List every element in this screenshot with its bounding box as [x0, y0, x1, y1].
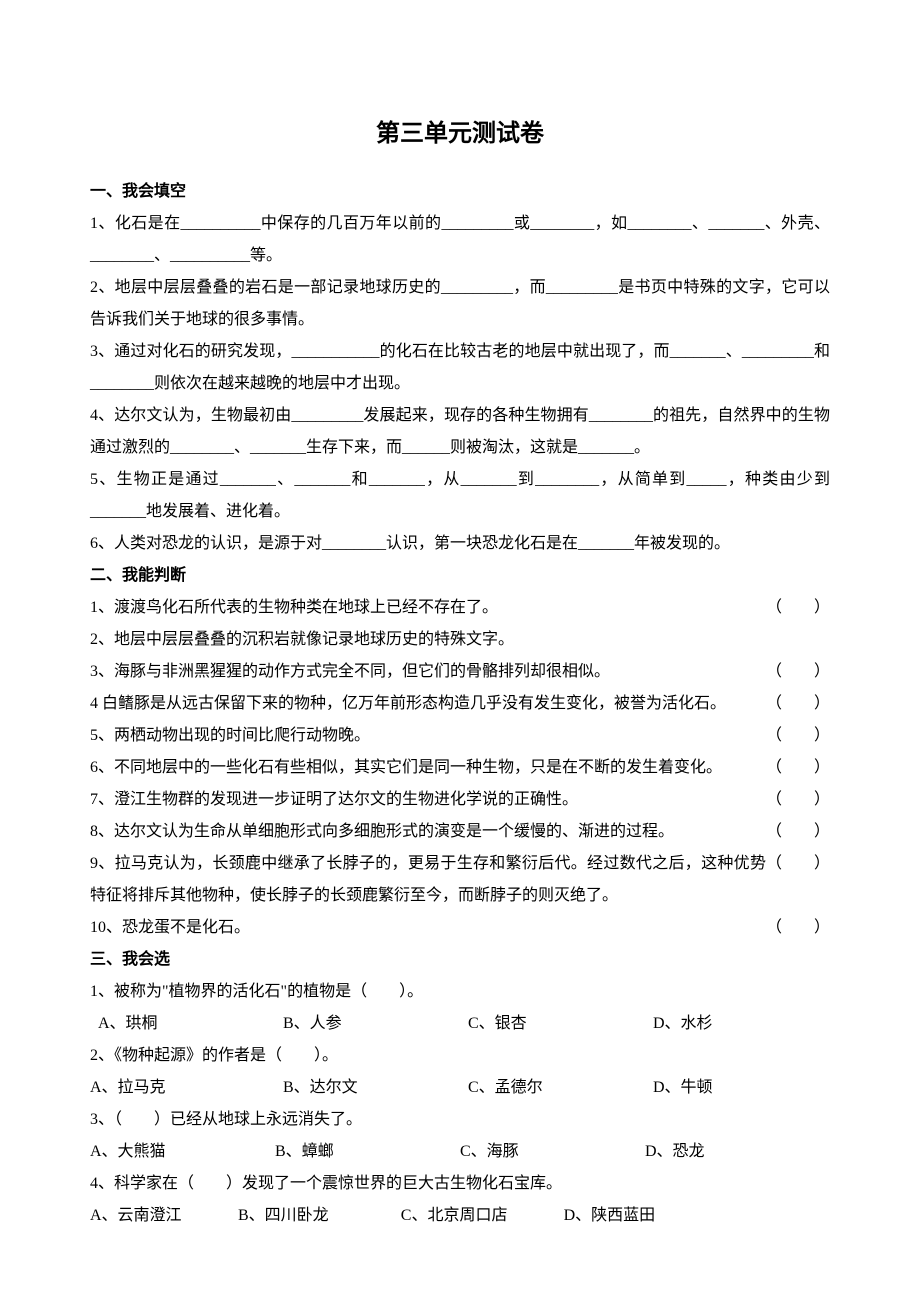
judge-paren: （ ）	[766, 720, 830, 752]
fill-q4: 4、达尔文认为，生物最初由_________发展起来，现存的各种生物拥有____…	[90, 400, 830, 464]
choice-q1-d: D、水杉	[645, 1008, 830, 1040]
judge-q4-text: 4 白鳍豚是从远古保留下来的物种，亿万年前形态构造几乎没有发生变化，被誉为活化石…	[90, 695, 726, 712]
judge-paren: （ ）	[766, 784, 830, 816]
judge-q9: （ ）9、拉马克认为，长颈鹿中继承了长脖子的，更易于生存和繁衍后代。经过数代之后…	[90, 848, 830, 912]
choice-q4-c: C、北京周口店	[401, 1200, 564, 1232]
judge-q5: （ ） 5、两栖动物出现的时间比爬行动物晚。	[90, 720, 830, 752]
choice-q2-stem: 2、《物种起源》的作者是（ ）。	[90, 1040, 830, 1072]
judge-q5-text: 5、两栖动物出现的时间比爬行动物晚。	[90, 727, 370, 744]
judge-paren: （ ）	[766, 656, 830, 688]
judge-q2-text: 2、地层中层层叠叠的沉积岩就像记录地球历史的特殊文字。	[90, 631, 514, 648]
judge-paren: （ ）	[766, 912, 830, 944]
choice-q4-options: A、云南澄江 B、四川卧龙 C、北京周口店 D、陕西蓝田	[90, 1200, 830, 1232]
choice-q4-d: D、陕西蓝田	[564, 1200, 830, 1232]
judge-q9-text: 9、拉马克认为，长颈鹿中继承了长脖子的，更易于生存和繁衍后代。经过数代之后，这种…	[90, 855, 766, 904]
choice-q4-b: B、四川卧龙	[238, 1200, 401, 1232]
choice-q3-a: A、大熊猫	[90, 1136, 275, 1168]
fill-q6: 6、人类对恐龙的认识，是源于对________认识，第一块恐龙化石是在_____…	[90, 528, 830, 560]
choice-q1-a: A、珙桐	[90, 1008, 275, 1040]
choice-q2-b: B、达尔文	[275, 1072, 460, 1104]
judge-q7: （ ） 7、澄江生物群的发现进一步证明了达尔文的生物进化学说的正确性。	[90, 784, 830, 816]
judge-q10-text: 10、恐龙蛋不是化石。	[90, 919, 250, 936]
choice-q1-b: B、人参	[275, 1008, 460, 1040]
choice-q3-stem: 3、（ ）已经从地球上永远消失了。	[90, 1104, 830, 1136]
choice-q1-c: C、银杏	[460, 1008, 645, 1040]
section-1-heading: 一、我会填空	[90, 176, 830, 208]
choice-q2-d: D、牛顿	[645, 1072, 830, 1104]
choice-q1-stem: 1、被称为"植物界的活化石"的植物是（ ）。	[90, 976, 830, 1008]
fill-q3: 3、通过对化石的研究发现，___________的化石在比较古老的地层中就出现了…	[90, 336, 830, 400]
judge-q8-text: 8、达尔文认为生命从单细胞形式向多细胞形式的演变是一个缓慢的、渐进的过程。	[90, 823, 674, 840]
fill-q2: 2、地层中层层叠叠的岩石是一部记录地球历史的_________，而_______…	[90, 272, 830, 336]
choice-q1-options: A、珙桐 B、人参 C、银杏 D、水杉	[90, 1008, 830, 1040]
judge-paren: （ ）	[766, 592, 830, 624]
choice-q3-c: C、海豚	[460, 1136, 645, 1168]
judge-q10: （ ） 10、恐龙蛋不是化石。	[90, 912, 830, 944]
judge-q3: （ ） 3、海豚与非洲黑猩猩的动作方式完全不同，但它们的骨骼排列却很相似。	[90, 656, 830, 688]
judge-paren: （ ）	[766, 752, 830, 784]
judge-q7-text: 7、澄江生物群的发现进一步证明了达尔文的生物进化学说的正确性。	[90, 791, 578, 808]
section-2-heading: 二、我能判断	[90, 560, 830, 592]
judge-q1-text: 1、渡渡鸟化石所代表的生物种类在地球上已经不存在了。	[90, 599, 498, 616]
judge-q3-text: 3、海豚与非洲黑猩猩的动作方式完全不同，但它们的骨骼排列却很相似。	[90, 663, 610, 680]
judge-q6: （ ） 6、不同地层中的一些化石有些相似，其实它们是同一种生物，只是在不断的发生着…	[90, 752, 830, 784]
judge-paren: （ ）	[766, 688, 830, 720]
judge-paren: （ ）	[766, 816, 830, 848]
choice-q2-a: A、拉马克	[90, 1072, 275, 1104]
judge-q2: 2、地层中层层叠叠的沉积岩就像记录地球历史的特殊文字。	[90, 624, 830, 656]
choice-q2-c: C、孟德尔	[460, 1072, 645, 1104]
section-3-heading: 三、我会选	[90, 944, 830, 976]
choice-q4-stem: 4、科学家在（ ）发现了一个震惊世界的巨大古生物化石宝库。	[90, 1168, 830, 1200]
choice-q3-options: A、大熊猫 B、蟑螂 C、海豚 D、恐龙	[90, 1136, 830, 1168]
choice-q3-b: B、蟑螂	[275, 1136, 460, 1168]
choice-q2-options: A、拉马克 B、达尔文 C、孟德尔 D、牛顿	[90, 1072, 830, 1104]
judge-q6-text: 6、不同地层中的一些化石有些相似，其实它们是同一种生物，只是在不断的发生着变化。	[90, 759, 722, 776]
judge-q8: （ ） 8、达尔文认为生命从单细胞形式向多细胞形式的演变是一个缓慢的、渐进的过程。	[90, 816, 830, 848]
choice-q3-d: D、恐龙	[645, 1136, 830, 1168]
fill-q1: 1、化石是在__________中保存的几百万年以前的_________或___…	[90, 208, 830, 272]
judge-paren: （ ）	[766, 848, 830, 880]
page-title: 第三单元测试卷	[90, 110, 830, 158]
judge-q1: （ ） 1、渡渡鸟化石所代表的生物种类在地球上已经不存在了。	[90, 592, 830, 624]
choice-q4-a: A、云南澄江	[90, 1200, 238, 1232]
fill-q5: 5、生物正是通过_______、_______和_______，从_______…	[90, 464, 830, 528]
judge-q4: （ ） 4 白鳍豚是从远古保留下来的物种，亿万年前形态构造几乎没有发生变化，被誉为…	[90, 688, 830, 720]
